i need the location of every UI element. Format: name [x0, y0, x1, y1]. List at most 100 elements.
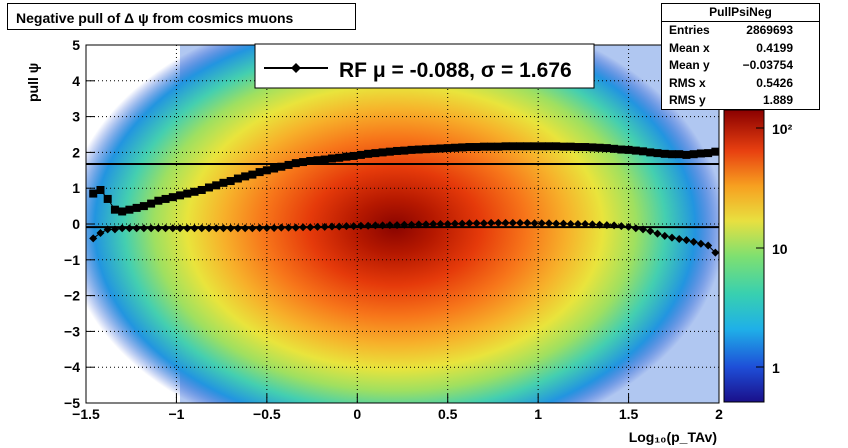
data-point [313, 156, 322, 165]
data-point [277, 162, 286, 171]
data-point [110, 225, 119, 234]
y-tick-label: 5 [72, 37, 80, 53]
data-point [422, 220, 431, 229]
data-point [147, 224, 156, 233]
data-point [125, 224, 134, 233]
data-point [284, 223, 293, 232]
data-point [204, 183, 213, 192]
data-point [523, 142, 532, 151]
stats-key: Mean x [669, 40, 710, 55]
stats-row-mean-x: Mean x 0.4199 [662, 40, 819, 58]
data-point [183, 189, 192, 198]
data-point [233, 224, 242, 233]
data-point [689, 237, 698, 246]
data-point [501, 142, 510, 151]
data-point [335, 153, 344, 162]
data-point [429, 220, 438, 228]
stats-row-entries: Entries 2869693 [662, 22, 819, 40]
data-point [364, 149, 373, 158]
stats-value: 0.4199 [756, 40, 793, 55]
data-point [566, 142, 575, 151]
x-tick-label: 1.5 [619, 406, 639, 422]
data-point [450, 219, 459, 228]
data-point [313, 222, 322, 231]
data-point [190, 187, 199, 196]
data-point [219, 224, 228, 233]
data-point [595, 220, 604, 229]
y-tick-label: −4 [64, 359, 80, 375]
data-point [696, 149, 705, 158]
y-tick-label: 3 [72, 109, 80, 125]
data-point [559, 142, 568, 151]
data-point [544, 219, 553, 228]
data-point [161, 194, 170, 203]
data-point [508, 218, 517, 227]
data-point [248, 224, 257, 233]
data-point [653, 229, 662, 238]
y-tick-label: 4 [72, 73, 80, 89]
data-point [414, 220, 423, 229]
x-tick-label: 0.5 [438, 406, 458, 422]
legend-label: RF μ = -0.088, σ = 1.676 [339, 59, 572, 82]
legend-marker [291, 63, 301, 73]
y-tick-label: −3 [64, 323, 80, 339]
stats-key: Entries [669, 23, 710, 37]
data-point [393, 221, 402, 230]
data-point [226, 177, 235, 186]
stats-row-rms-y: RMS y 1.889 [662, 92, 819, 110]
data-point [465, 143, 474, 152]
data-point [624, 222, 633, 231]
data-point [624, 145, 633, 154]
data-point [450, 143, 459, 152]
y-tick-label: 0 [72, 216, 80, 232]
stats-row-rms-x: RMS x 0.5426 [662, 75, 819, 93]
data-point [458, 143, 467, 152]
data-point [400, 220, 409, 229]
data-point [566, 220, 575, 228]
data-point [530, 142, 539, 151]
data-point [414, 145, 423, 154]
data-point [588, 143, 597, 152]
data-point [190, 224, 199, 233]
data-point [458, 219, 467, 228]
colorbar-tick-label: 10² [772, 121, 793, 137]
data-point [429, 144, 438, 153]
data-point [371, 149, 380, 158]
data-point [407, 145, 416, 154]
data-point [660, 149, 669, 158]
x-tick-label: −1.5 [72, 406, 100, 422]
data-point [711, 147, 720, 156]
data-point [342, 222, 351, 231]
data-point [139, 224, 148, 233]
colorbar-tick-label: 1 [772, 360, 780, 376]
data-point [573, 220, 582, 228]
stats-value: 0.5426 [756, 75, 793, 90]
data-point [516, 218, 525, 227]
data-point [682, 150, 691, 159]
data-point [241, 172, 250, 181]
data-point [248, 170, 257, 179]
data-point [573, 143, 582, 152]
data-point [407, 220, 416, 229]
data-point [479, 219, 488, 228]
x-axis-label: Log₁₀(p_TAv) [629, 429, 717, 445]
data-point [508, 142, 517, 151]
data-point [277, 223, 286, 232]
data-point [443, 220, 452, 228]
data-point [494, 142, 503, 151]
stats-value: 2869693 [746, 23, 793, 37]
data-point [327, 154, 336, 163]
data-point [118, 207, 127, 216]
data-point [516, 142, 525, 151]
data-point [537, 142, 546, 151]
data-point [147, 199, 156, 208]
data-point [422, 145, 431, 154]
stats-row-mean-y: Mean y −0.03754 [662, 57, 819, 75]
y-tick-label: 1 [72, 180, 80, 196]
data-point [610, 144, 619, 153]
data-point [523, 218, 532, 227]
colorbar [723, 109, 765, 403]
data-point [667, 233, 676, 242]
data-point [356, 221, 365, 230]
